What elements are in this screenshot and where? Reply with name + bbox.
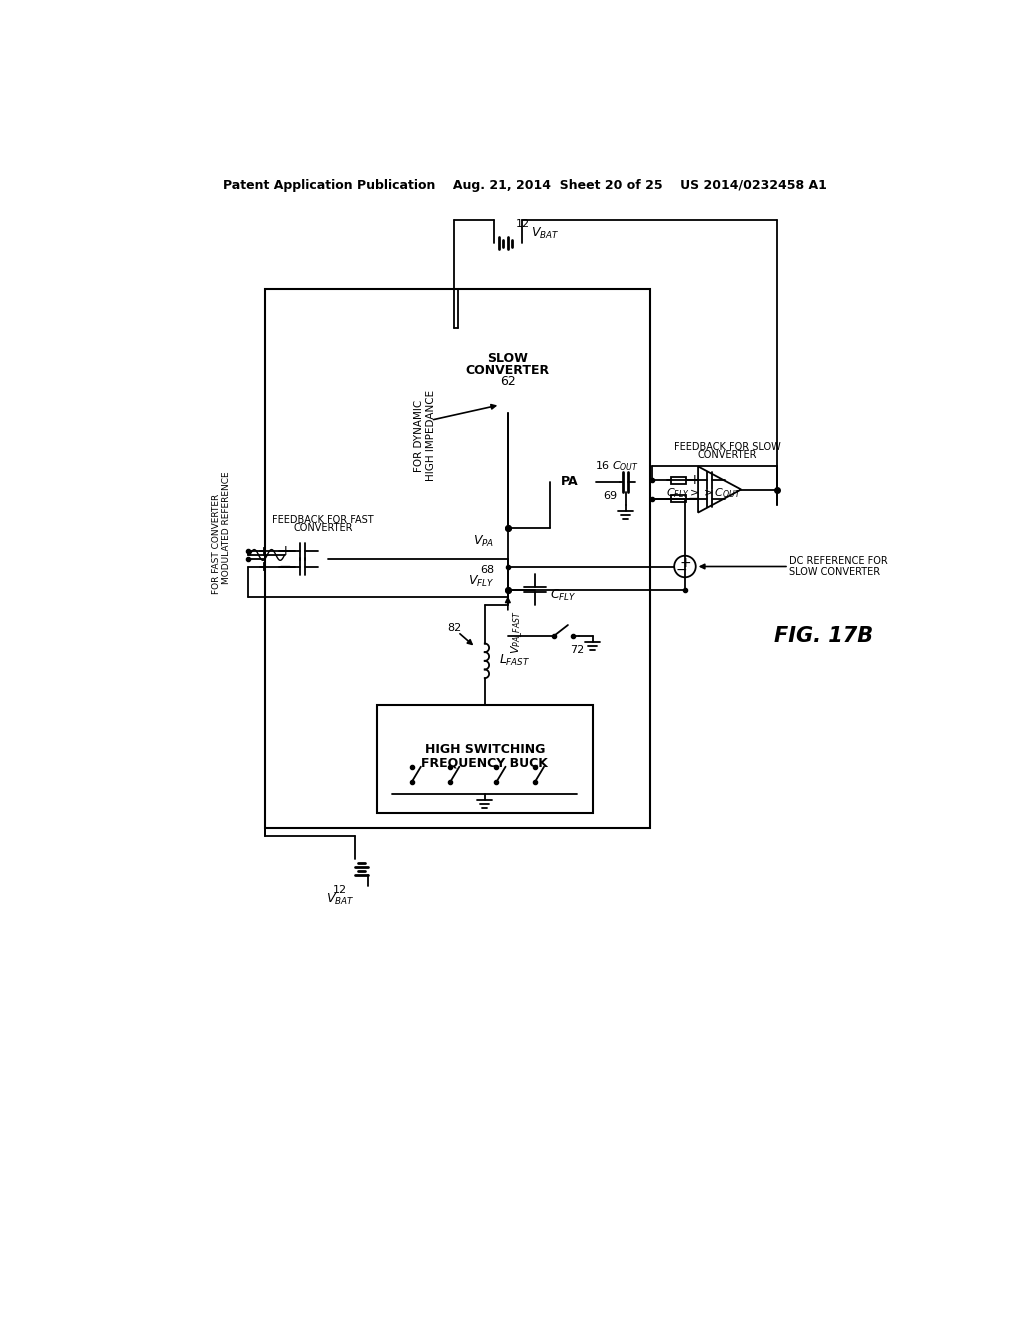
Text: FOR DYNAMIC: FOR DYNAMIC xyxy=(415,400,424,471)
Text: +: + xyxy=(688,474,700,487)
Text: $L_{FAST}$: $L_{FAST}$ xyxy=(499,653,530,668)
Text: DC REFERENCE FOR
SLOW CONVERTER: DC REFERENCE FOR SLOW CONVERTER xyxy=(788,556,888,577)
Text: −: − xyxy=(279,558,292,574)
Bar xyxy=(265,289,650,829)
Text: 16: 16 xyxy=(596,462,609,471)
Text: HIGH IMPEDANCE: HIGH IMPEDANCE xyxy=(426,389,436,482)
Text: CONVERTER: CONVERTER xyxy=(466,363,550,376)
Text: $V_{PA}$: $V_{PA}$ xyxy=(473,535,494,549)
Text: FIG. 17B: FIG. 17B xyxy=(774,626,873,645)
Text: 72: 72 xyxy=(570,644,585,655)
Text: FEEDBACK FOR SLOW: FEEDBACK FOR SLOW xyxy=(674,442,780,453)
Text: MODULATED REFERENCE: MODULATED REFERENCE xyxy=(222,471,231,585)
Text: PA: PA xyxy=(561,475,579,488)
Bar xyxy=(671,495,686,502)
Text: 62: 62 xyxy=(500,375,516,388)
Bar xyxy=(264,564,280,570)
Text: 82: 82 xyxy=(446,623,461,634)
Text: 12: 12 xyxy=(333,884,347,895)
Text: SLOW: SLOW xyxy=(487,352,528,366)
Text: $V_{FLY}$: $V_{FLY}$ xyxy=(468,574,494,590)
Text: FOR FAST CONVERTER: FOR FAST CONVERTER xyxy=(212,494,220,594)
Text: HIGH SWITCHING: HIGH SWITCHING xyxy=(425,743,545,756)
Text: $C_{FLY}$: $C_{FLY}$ xyxy=(550,589,577,603)
Text: 69: 69 xyxy=(603,491,617,500)
Bar xyxy=(671,477,686,483)
Text: CONVERTER: CONVERTER xyxy=(293,523,353,533)
Text: −: − xyxy=(688,491,700,507)
Text: −: − xyxy=(675,562,687,577)
Bar xyxy=(264,548,280,554)
Text: CONVERTER: CONVERTER xyxy=(697,450,757,459)
Text: $C_{FLY}>>C_{OUT}$: $C_{FLY}>>C_{OUT}$ xyxy=(666,487,741,500)
Text: $V_{BAT}$: $V_{BAT}$ xyxy=(326,891,354,907)
Text: 12: 12 xyxy=(515,219,529,228)
Text: FREQUENCY BUCK: FREQUENCY BUCK xyxy=(421,756,548,770)
Text: Patent Application Publication    Aug. 21, 2014  Sheet 20 of 25    US 2014/02324: Patent Application Publication Aug. 21, … xyxy=(223,178,826,191)
Text: $V_{PA\_FAST}$: $V_{PA\_FAST}$ xyxy=(509,610,525,653)
Text: $C_{OUT}$: $C_{OUT}$ xyxy=(612,459,639,474)
Text: +: + xyxy=(679,557,691,570)
Text: $V_{BAT}$: $V_{BAT}$ xyxy=(531,226,559,242)
Text: 68: 68 xyxy=(480,565,494,576)
Text: FEEDBACK FOR FAST: FEEDBACK FOR FAST xyxy=(272,515,374,525)
Bar xyxy=(458,327,558,412)
Bar xyxy=(377,705,593,813)
Text: +: + xyxy=(280,544,292,558)
